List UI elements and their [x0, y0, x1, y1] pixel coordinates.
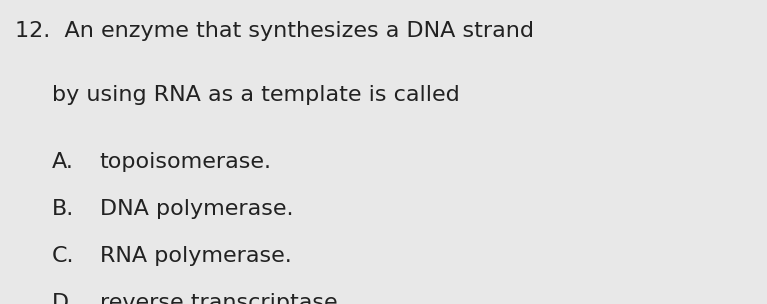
Text: topoisomerase.: topoisomerase.	[100, 152, 272, 172]
Text: C.: C.	[52, 246, 74, 266]
Text: DNA polymerase.: DNA polymerase.	[100, 199, 293, 219]
Text: B.: B.	[52, 199, 74, 219]
Text: RNA polymerase.: RNA polymerase.	[100, 246, 291, 266]
Text: by using RNA as a template is called: by using RNA as a template is called	[52, 85, 460, 105]
Text: reverse transcriptase.: reverse transcriptase.	[100, 293, 344, 304]
Text: 12.  An enzyme that synthesizes a DNA strand: 12. An enzyme that synthesizes a DNA str…	[15, 21, 535, 41]
Text: D.: D.	[52, 293, 76, 304]
Text: A.: A.	[52, 152, 74, 172]
